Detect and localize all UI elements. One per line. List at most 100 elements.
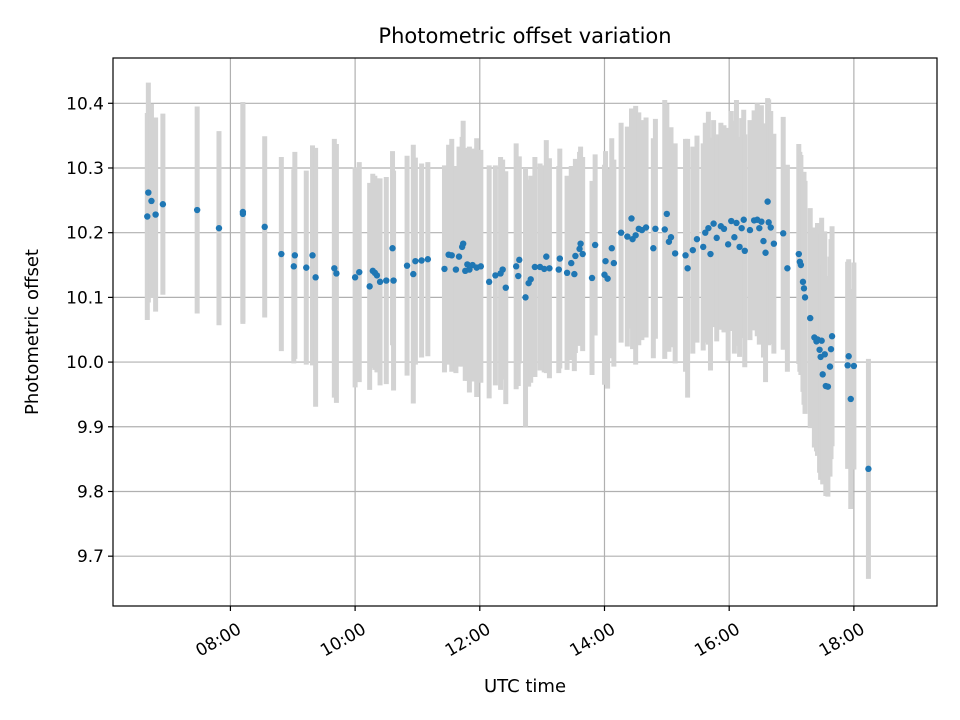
data-point <box>731 234 738 241</box>
data-point <box>705 224 712 232</box>
data-point <box>512 263 520 270</box>
data-point <box>466 266 473 273</box>
data-point <box>642 224 650 231</box>
data-point <box>555 266 562 273</box>
data-point <box>556 255 564 262</box>
data-point <box>193 206 201 214</box>
data-point <box>758 218 765 225</box>
data-point <box>527 276 534 283</box>
data-point <box>390 277 397 284</box>
data-point <box>309 252 316 259</box>
data-point <box>579 250 586 258</box>
data-point <box>610 259 618 267</box>
y-tick-label: 10.4 <box>66 94 104 114</box>
data-point <box>159 201 167 208</box>
data-point <box>543 253 550 260</box>
data-point <box>689 246 697 254</box>
data-point <box>667 234 675 241</box>
data-point <box>845 353 852 360</box>
data-point <box>546 265 553 272</box>
data-point <box>710 220 717 227</box>
y-tick-label: 9.7 <box>77 547 104 567</box>
data-point <box>847 395 854 403</box>
y-tick-label: 9.9 <box>77 418 104 438</box>
data-point <box>531 263 539 271</box>
data-point <box>351 274 359 281</box>
data-point <box>373 272 381 279</box>
x-axis-label: UTC time <box>484 676 566 697</box>
data-point <box>418 257 425 264</box>
data-point <box>617 229 625 236</box>
data-point <box>303 264 310 271</box>
data-point <box>819 371 826 378</box>
data-point <box>707 250 714 258</box>
data-point <box>522 294 529 301</box>
data-point <box>261 223 268 231</box>
data-point <box>366 283 373 290</box>
data-point <box>145 189 152 196</box>
data-point <box>403 262 411 269</box>
data-point <box>821 351 828 358</box>
data-point <box>850 362 858 370</box>
data-point <box>624 233 631 240</box>
data-point <box>740 216 747 223</box>
data-point <box>576 245 583 253</box>
y-tick-label: 10.1 <box>66 288 104 308</box>
data-point <box>828 333 836 340</box>
data-point <box>762 249 769 256</box>
data-point <box>588 274 596 282</box>
chart-title: Photometric offset variation <box>378 24 671 48</box>
data-point <box>663 210 671 218</box>
y-tick-label: 9.8 <box>77 482 104 502</box>
data-points <box>144 189 872 473</box>
data-point <box>741 247 748 255</box>
data-point <box>591 241 599 249</box>
data-point <box>713 234 720 242</box>
data-point <box>541 265 548 273</box>
data-point <box>312 274 319 281</box>
data-point <box>239 210 247 218</box>
data-point <box>331 265 338 272</box>
data-point <box>652 225 659 233</box>
data-point <box>577 240 584 247</box>
data-point <box>816 346 823 353</box>
data-point <box>215 224 223 232</box>
data-point <box>412 257 419 265</box>
data-point <box>459 240 467 247</box>
data-point <box>144 213 151 220</box>
data-point <box>756 224 763 232</box>
data-point <box>826 363 834 370</box>
data-point <box>795 250 803 258</box>
plot-frame <box>112 57 938 607</box>
data-point <box>827 345 835 353</box>
y-tick-label: 10.3 <box>66 159 104 179</box>
data-point <box>604 275 611 282</box>
y-tick-label: 10.2 <box>66 224 104 244</box>
data-point <box>452 266 460 273</box>
data-point <box>799 278 807 286</box>
data-point <box>844 362 851 369</box>
data-point <box>780 230 787 237</box>
data-point <box>485 278 493 286</box>
data-point <box>628 215 635 222</box>
data-point <box>736 243 743 251</box>
data-point <box>608 245 615 252</box>
data-point <box>278 250 285 258</box>
data-point <box>572 252 579 260</box>
data-point <box>784 265 791 272</box>
data-point <box>824 383 832 390</box>
data-point <box>764 198 771 205</box>
data-point <box>720 225 728 233</box>
data-point <box>477 263 485 270</box>
data-point <box>661 226 668 233</box>
data-point <box>424 256 432 263</box>
data-point <box>455 253 463 260</box>
data-point <box>702 229 709 236</box>
data-point <box>441 265 448 273</box>
data-point <box>499 266 506 273</box>
data-point <box>693 235 701 243</box>
data-point <box>410 270 417 278</box>
data-point <box>568 259 575 267</box>
data-point <box>650 245 657 252</box>
